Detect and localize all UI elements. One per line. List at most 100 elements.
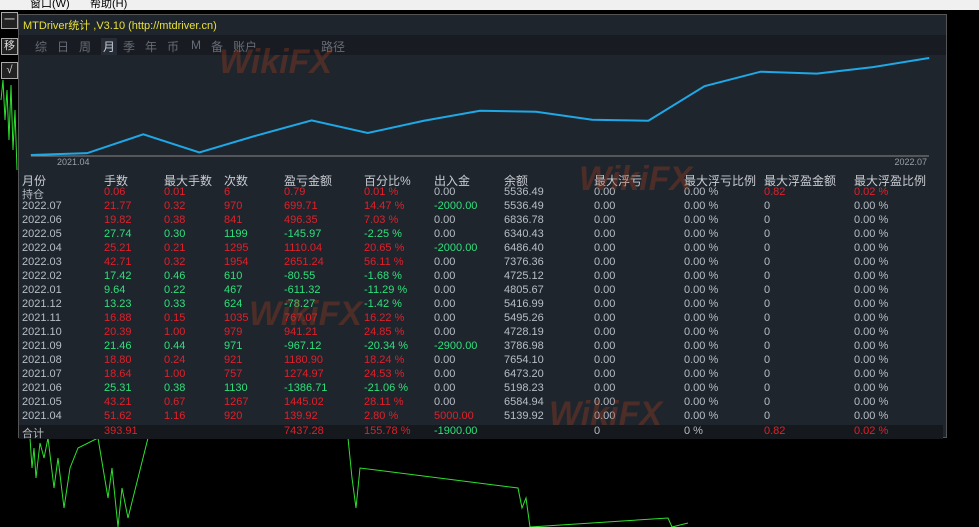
cell: 1274.97: [284, 368, 324, 380]
equity-line: [30, 57, 930, 156]
cell: 393.91: [104, 425, 138, 437]
cell: 6486.40: [504, 242, 544, 254]
cell: 18.80: [104, 354, 132, 366]
cell: 3786.98: [504, 340, 544, 352]
cell: 16.88: [104, 312, 132, 324]
data-point: [423, 120, 425, 122]
cell: 2021.07: [22, 368, 62, 380]
tab-8[interactable]: 备: [211, 40, 224, 54]
cell: 7376.36: [504, 256, 544, 268]
cell: 2022.07: [22, 200, 62, 212]
cell: 0.00 %: [854, 228, 889, 240]
cell: 21.46: [104, 340, 132, 352]
cell: 24.85 %: [364, 326, 405, 338]
cell: -11.29 %: [364, 284, 408, 296]
cell: 0.00 %: [684, 186, 719, 198]
cell: 496.35: [284, 214, 318, 226]
cell: 合计: [22, 428, 44, 440]
cell: 4728.19: [504, 326, 544, 338]
cell: 0.00 %: [684, 326, 719, 338]
cell: 0.02 %: [854, 186, 889, 198]
tab-2[interactable]: 周: [79, 40, 92, 54]
data-point: [479, 110, 481, 112]
cell: 1110.04: [284, 242, 323, 254]
data-point: [142, 133, 144, 135]
tab-1[interactable]: 日: [57, 40, 70, 54]
cell: 5198.23: [504, 382, 544, 394]
cell: 941.21: [284, 326, 318, 338]
cell: 1035: [224, 312, 249, 324]
cell: 0.38: [164, 382, 186, 394]
stats-panel: MTDriver统计 ,V3.10 (http://mtdriver.cn) 综…: [18, 14, 947, 440]
cell: 1.00: [164, 368, 186, 380]
cell: 最大浮盈金额: [764, 174, 837, 188]
cell: 6: [224, 186, 231, 198]
cell: 0.00 %: [684, 396, 719, 408]
cell: 25.31: [104, 382, 132, 394]
cell: 最大浮亏比例: [684, 174, 757, 188]
tab-4[interactable]: 季: [123, 40, 136, 54]
cell: 27.74: [104, 228, 132, 240]
cell: 18.24 %: [364, 354, 405, 366]
cell: 0.38: [164, 214, 186, 226]
tab-0[interactable]: 综: [35, 40, 48, 54]
data-point: [647, 120, 649, 122]
cell: 0.00 %: [854, 200, 889, 212]
cell: 0.00: [594, 354, 616, 366]
cell: 767.07: [284, 312, 318, 324]
cell: 0: [764, 228, 771, 240]
cell: 21.77: [104, 200, 132, 212]
cell: 0.00: [594, 326, 616, 338]
data-point: [198, 151, 200, 153]
cell: 0.00: [594, 256, 616, 268]
tab-9[interactable]: 账户: [233, 40, 258, 54]
menu-help[interactable]: 帮助(H): [90, 0, 128, 10]
cell: 56.11 %: [364, 256, 404, 268]
cell: 2021.04: [22, 410, 62, 422]
cell: 0.44: [164, 340, 186, 352]
cell: -80.55: [284, 270, 316, 282]
cell: 25.21: [104, 242, 132, 254]
cell: 0.46: [164, 270, 186, 282]
cell: 7.03 %: [364, 214, 399, 226]
cell: 624: [224, 298, 243, 310]
cell: 0.01 %: [364, 186, 399, 198]
data-point: [816, 73, 818, 75]
cell: 0.00 %: [854, 340, 889, 352]
cell: 2022.02: [22, 270, 62, 282]
minimize-button[interactable]: 一: [1, 12, 18, 29]
cell: -1386.71: [284, 382, 328, 394]
cell: 18.64: [104, 368, 132, 380]
data-point: [591, 119, 593, 121]
check-button[interactable]: √: [1, 62, 18, 79]
cell: 16.22 %: [364, 312, 405, 324]
cell: 0.00 %: [684, 242, 719, 254]
data-point: [367, 132, 369, 134]
tab-7[interactable]: M: [191, 38, 201, 52]
cell: 0.33: [164, 298, 186, 310]
cell: 43.21: [104, 396, 132, 408]
cell: 9.64: [104, 284, 126, 296]
tab-5[interactable]: 年: [145, 40, 158, 54]
tab-10[interactable]: 路径: [321, 40, 346, 54]
tab-6[interactable]: 币: [167, 40, 180, 54]
cell: 5536.49: [504, 186, 544, 198]
cell: 1130: [224, 382, 248, 394]
equity-chart: 2021.04 2022.07: [30, 57, 930, 167]
tab-3[interactable]: 月: [101, 38, 118, 55]
cell: 0: [764, 312, 771, 324]
cell: 19.82: [104, 214, 132, 226]
cell: 0 %: [684, 425, 703, 437]
cell: -145.97: [284, 228, 322, 240]
cell: 2021.06: [22, 382, 62, 394]
cell: 0: [764, 298, 771, 310]
cell: 0.15: [164, 312, 186, 324]
cell: 1180.90: [284, 354, 323, 366]
move-button[interactable]: 移: [1, 38, 18, 55]
cell: 最大浮盈比例: [854, 174, 927, 188]
cell: 699.71: [284, 200, 318, 212]
menu-window[interactable]: 窗口(W): [30, 0, 70, 10]
cell: 0.00 %: [684, 382, 719, 394]
table-total-row: 合计 393.91 7437.28 155.78 % -1900.00 0 0 % 0.82 0…: [19, 425, 943, 440]
cell: 7437.28: [284, 425, 324, 437]
